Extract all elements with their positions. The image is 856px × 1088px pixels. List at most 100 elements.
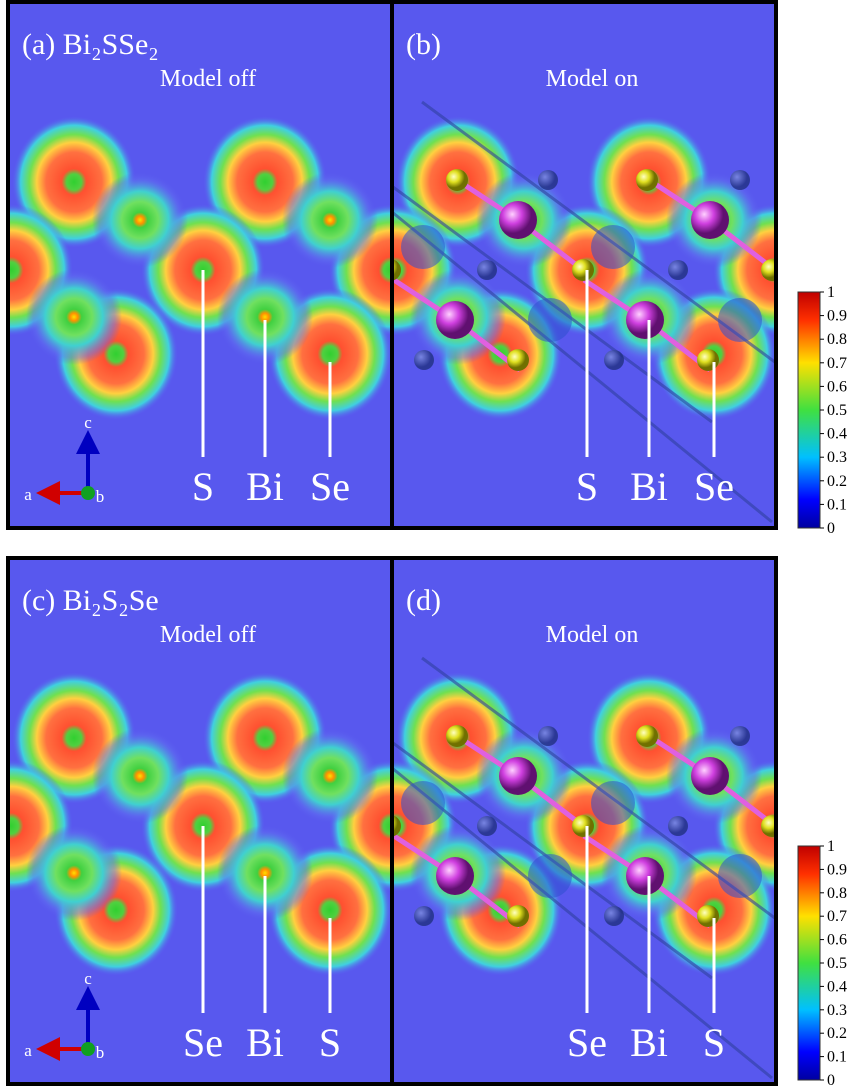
atom	[572, 259, 594, 281]
colorbar-tick-label: 0.4	[827, 978, 847, 995]
axis-origin	[81, 486, 95, 500]
atom	[414, 350, 434, 370]
atom	[697, 349, 719, 371]
atom	[477, 816, 497, 836]
atom-ghost	[718, 854, 762, 898]
density-ring	[282, 728, 378, 824]
atom-label: Bi	[630, 1020, 668, 1065]
colorbar-tick-label: 0.7	[827, 355, 847, 372]
density-ring	[26, 269, 122, 365]
panel-subtitle: Model on	[546, 66, 639, 92]
density-ring	[92, 728, 188, 824]
colorbar	[798, 292, 820, 528]
atom	[691, 201, 729, 239]
panel-subtitle: Model off	[160, 622, 256, 648]
colorbar-tick-label: 0.9	[827, 308, 847, 325]
atom-ghost	[591, 781, 635, 825]
atom-label: Se	[183, 1020, 223, 1065]
panel: S Bi Se (b) Model on	[332, 2, 837, 528]
atom	[446, 169, 468, 191]
colorbar-tick-label: 0.8	[827, 331, 847, 348]
colorbar-tick-label: 0.6	[827, 378, 847, 395]
atom-label: S	[319, 1020, 341, 1065]
atom	[697, 905, 719, 927]
colorbar-tick-label: 1	[827, 838, 835, 855]
panel-subtitle: Model off	[160, 66, 256, 92]
atom	[604, 350, 624, 370]
colorbar-tick-label: 0.1	[827, 1049, 847, 1066]
atom	[636, 169, 658, 191]
axis-label: c	[84, 413, 92, 432]
atom	[761, 815, 783, 837]
atom-label: Bi	[630, 464, 668, 509]
colorbar-tick-label: 1	[827, 284, 835, 301]
colorbar-tick-label: 0.3	[827, 1002, 847, 1019]
atom-label: Se	[694, 464, 734, 509]
atom-ghost	[401, 225, 445, 269]
atom-label: Se	[567, 1020, 607, 1065]
atom	[691, 757, 729, 795]
panel-content: S Bi Se (b) Model on	[332, 2, 837, 528]
atom	[414, 906, 434, 926]
axis-label: b	[96, 1043, 105, 1062]
colorbar-tick-label: 0	[827, 520, 835, 537]
panel-subtitle: Model on	[546, 622, 639, 648]
panel: Se Bi S (d) Model on	[332, 558, 837, 1084]
colorbar-tick-label: 0.8	[827, 885, 847, 902]
atom	[499, 757, 537, 795]
atom	[626, 857, 664, 895]
colorbar-tick-label: 0.9	[827, 861, 847, 878]
colorbar	[798, 846, 820, 1080]
atom-ghost	[528, 298, 572, 342]
atom	[761, 259, 783, 281]
atom-label: Bi	[246, 1020, 284, 1065]
colorbar-tick-label: 0.5	[827, 402, 847, 419]
atom	[507, 905, 529, 927]
atom	[446, 725, 468, 747]
colorbar-tick-label: 0	[827, 1072, 835, 1088]
atom	[626, 301, 664, 339]
axis-label: a	[24, 485, 32, 504]
atom-label: Bi	[246, 464, 284, 509]
panel-title: (a) Bi₂SSe₂	[22, 28, 159, 61]
atom	[636, 725, 658, 747]
panel-content: Se Bi S (d) Model on	[332, 558, 837, 1084]
colorbar-tick-label: 0.3	[827, 449, 847, 466]
atom	[538, 726, 558, 746]
atom	[730, 726, 750, 746]
density-ring	[26, 825, 122, 921]
atom	[730, 170, 750, 190]
axis-label: c	[84, 969, 92, 988]
atom-label: S	[192, 464, 214, 509]
panel-title: (b)	[406, 28, 441, 61]
atom-ghost	[591, 225, 635, 269]
atom	[507, 349, 529, 371]
axis-label: b	[96, 487, 105, 506]
colorbar-tick-label: 0.2	[827, 1025, 847, 1042]
atom-label: S	[703, 1020, 725, 1065]
panel: SeBiS(c) Bi₂S₂SeModel offabc	[0, 558, 453, 1084]
atom	[477, 260, 497, 280]
atom	[538, 170, 558, 190]
panel-title: (d)	[406, 584, 441, 617]
axis-label: a	[24, 1041, 32, 1060]
atom	[668, 816, 688, 836]
atom	[499, 201, 537, 239]
colorbar-tick-label: 0.2	[827, 473, 847, 490]
density-ring	[282, 172, 378, 268]
colorbar-tick-label: 0.6	[827, 932, 847, 949]
axis-origin	[81, 1042, 95, 1056]
colorbar-tick-label: 0.5	[827, 955, 847, 972]
atom	[572, 815, 594, 837]
atom	[436, 857, 474, 895]
atom-ghost	[718, 298, 762, 342]
atom-label: S	[576, 464, 598, 509]
colorbar-tick-label: 0.1	[827, 496, 847, 513]
atom-ghost	[528, 854, 572, 898]
colorbar-tick-label: 0.7	[827, 908, 847, 925]
atom-label: Se	[310, 464, 350, 509]
density-ring	[92, 172, 188, 268]
